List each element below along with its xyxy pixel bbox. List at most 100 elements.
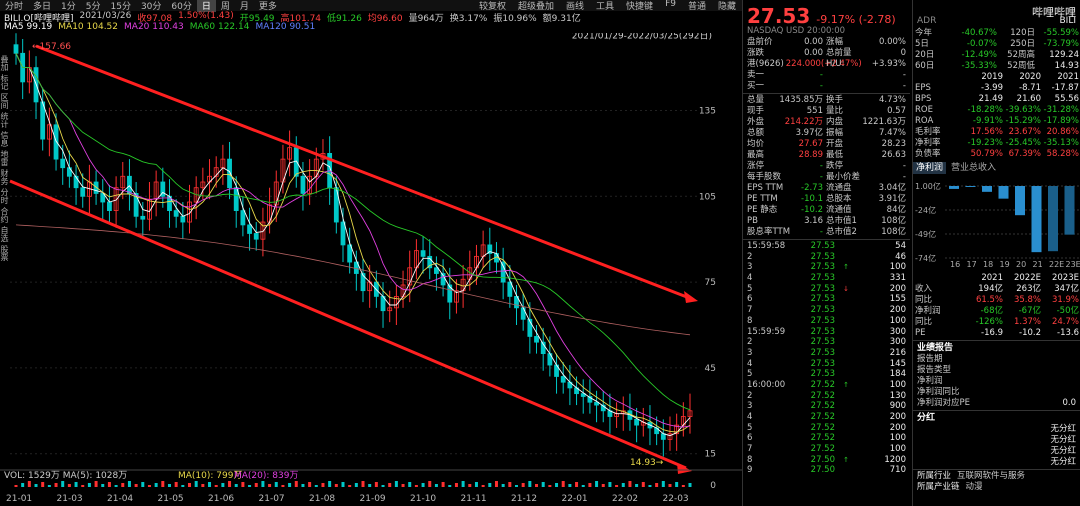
stat-pair: 最小价差 - (826, 172, 906, 183)
tool-button[interactable]: 工具 (596, 2, 615, 12)
left-nav-item[interactable]: 叠加 (0, 55, 9, 71)
tick-row: 2 27.52 130 (743, 391, 910, 402)
upper-trend-line (35, 44, 693, 301)
industry-value[interactable]: 互联网软件与服务 (957, 471, 1026, 481)
stat-pair: 总量 1435.85万 (747, 95, 823, 106)
tool-button[interactable]: 较复权 (478, 2, 506, 12)
stat-pair: 买一 - (747, 81, 823, 92)
candle-body (500, 261, 506, 283)
tool-button[interactable]: 快捷键 (626, 2, 654, 12)
candle-body (233, 187, 239, 212)
volume-bar (561, 481, 565, 487)
period-tab[interactable]: 15分 (110, 2, 131, 12)
volume-bar (314, 485, 318, 487)
chain-value[interactable]: 动漫 (965, 482, 983, 492)
volume-bar (408, 482, 412, 487)
volume-bar (348, 485, 352, 487)
tool-button[interactable]: 普通 (687, 2, 706, 12)
stat-label: 涨停 (747, 161, 765, 171)
candle-body (514, 295, 519, 309)
left-nav-item[interactable]: 财务 (0, 169, 9, 185)
candle-body (180, 215, 186, 223)
np-bar (1048, 186, 1058, 252)
period-tab[interactable]: 30分 (140, 2, 162, 12)
tool-button[interactable]: 画线 (566, 2, 585, 12)
tick-time: 5 (747, 369, 753, 380)
tick-direction-icon (839, 252, 849, 263)
left-nav-item[interactable]: 分时 (0, 188, 9, 204)
tick-time: 2 (747, 390, 753, 401)
volume-bar (241, 482, 245, 487)
fin-label: 净利润 (915, 306, 941, 316)
candle-body (307, 175, 313, 194)
left-nav-item[interactable]: 自选 (0, 226, 9, 242)
tick-row: 7 27.53 200 (743, 305, 910, 316)
tab-revenue[interactable]: 营业总收入 (951, 163, 997, 173)
tool-button[interactable]: 超级叠加 (518, 2, 555, 12)
np-x-label: 19 (1000, 260, 1010, 269)
tick-list[interactable]: 15:59:58 27.53 54 2 27.53 46 3 27.53 ↑ 100 4 27.53 3… (743, 241, 910, 476)
left-nav-item[interactable]: 合约 (0, 207, 9, 223)
period-tab[interactable]: 分时 (5, 2, 24, 12)
tick-volume: 100 (889, 444, 906, 455)
low-marker-label: 14.93→ (630, 458, 664, 468)
volume-bar (468, 484, 472, 487)
period-tab[interactable]: 更多 (258, 2, 277, 12)
tick-row: 3 27.53 ↑ 100 (743, 262, 910, 273)
candlestick-chart[interactable]: 2021/01/29-2022/03/25(292日) 135 105 75 45 15 ←… (0, 33, 742, 506)
volume-bar (274, 482, 278, 487)
stat-pair: 涨停 - (747, 161, 823, 172)
stat-label: 总市值2 (826, 227, 857, 237)
stat-label: 涨幅 (826, 37, 844, 47)
np-x-label: 21 (1033, 260, 1043, 269)
left-nav-item[interactable]: 区间 (0, 93, 9, 109)
period-tab[interactable]: 5分 (85, 2, 101, 12)
period-tab[interactable]: 多日 (33, 2, 52, 12)
period-tab[interactable]: 周 (220, 2, 230, 12)
period-tab[interactable]: 月 (239, 2, 249, 12)
left-nav-item[interactable]: 地雷 (0, 150, 9, 166)
fin-label: 同比 (915, 317, 933, 327)
left-nav-item[interactable]: 标记 (0, 74, 9, 90)
period-tab[interactable]: 日 (196, 0, 216, 12)
fin-value: 23.67% (1008, 127, 1041, 137)
fin-value: -10.2 (1019, 328, 1041, 338)
perf-row: 今年 -40.67% 120日 -55.59% (913, 28, 1080, 39)
header-cell (915, 72, 967, 83)
left-nav-item[interactable]: 统计 (0, 112, 9, 128)
tick-price: 27.53 (810, 294, 835, 305)
x-tick-label: 21-10 (410, 494, 436, 504)
tool-button[interactable]: 隐藏 (717, 2, 736, 12)
tick-time: 6 (747, 294, 753, 305)
volume-bar (101, 484, 105, 487)
report-list: 报告期 报告类型 净利润 净利润同比 净利润对应PE 0.0 (913, 354, 1080, 409)
left-nav-item[interactable]: 信息 (0, 131, 9, 147)
np-bar (982, 186, 992, 192)
moving-average-bar: MA5 99.19 MA10 104.52 MA20 110.43 MA60 122.… (0, 22, 742, 33)
volume-bar (27, 481, 31, 487)
left-nav-item[interactable]: 股票 (0, 245, 9, 261)
stat-label: 总额 (747, 128, 765, 138)
tick-volume: 200 (889, 283, 906, 294)
tick-volume: 184 (889, 369, 906, 380)
tool-button[interactable]: F9 (665, 0, 676, 9)
period-tab[interactable]: 60分 (171, 2, 192, 12)
volume-bar (167, 484, 171, 487)
candle-body (487, 244, 493, 254)
x-tick-label: 21-08 (309, 494, 335, 504)
tab-net-profit[interactable]: 净利润 (913, 162, 947, 174)
volume-bar (441, 482, 445, 487)
fin-value: -18.28% (967, 105, 1003, 115)
tick-row: 6 27.53 155 (743, 294, 910, 305)
volume-bar (61, 481, 65, 487)
period-tab[interactable]: 1分 (61, 2, 76, 12)
tick-row: 15:59:58 27.53 54 (743, 241, 910, 252)
perf-row: 20日 -12.49% 52周高 129.24 (913, 50, 1080, 61)
volume-bar (434, 484, 438, 487)
symbol-label: BILI.O[哔哩哔哩] (4, 14, 74, 22)
volume-bar (575, 482, 579, 487)
header-cell: 2019 (981, 72, 1003, 82)
ma-value: MA20 110.43 (124, 22, 184, 32)
tick-volume: 200 (889, 422, 906, 433)
tick-price: 27.52 (810, 412, 835, 422)
